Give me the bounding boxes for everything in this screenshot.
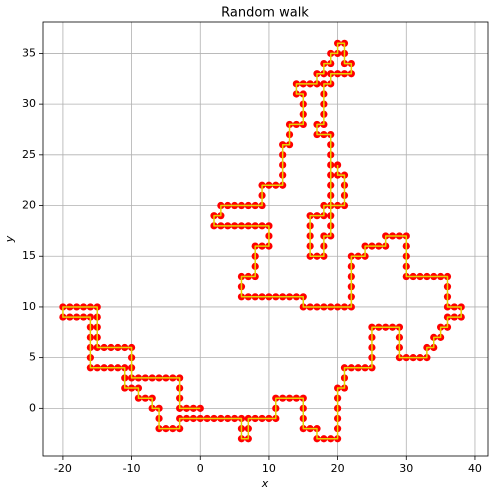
x-tick-label: 20: [331, 462, 345, 475]
y-tick-label: 35: [22, 46, 36, 59]
y-tick-label: 30: [22, 97, 36, 110]
y-tick-label: 5: [29, 351, 36, 364]
plot-frame: [42, 21, 489, 457]
x-tick-label: 30: [399, 462, 413, 475]
x-tick-label: 40: [468, 462, 482, 475]
y-tick-label: 0: [29, 401, 36, 414]
x-axis-label: x: [261, 477, 269, 490]
marker: [196, 404, 204, 412]
y-tick-label: 20: [22, 199, 36, 212]
y-tick-label: 25: [22, 148, 36, 161]
marker: [334, 161, 342, 169]
chart-title: Random walk: [221, 6, 309, 21]
x-tick-label: -10: [123, 462, 141, 475]
y-axis-label: y: [3, 235, 16, 243]
y-tick-label: 10: [22, 300, 36, 313]
x-tick-label: -20: [54, 462, 72, 475]
walk-line: [62, 42, 462, 440]
y-tick-label: 15: [22, 249, 36, 262]
x-tick-label: 10: [262, 462, 276, 475]
x-tick-label: 0: [197, 462, 204, 475]
